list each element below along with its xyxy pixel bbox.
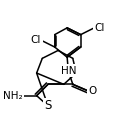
Text: Cl: Cl (94, 23, 105, 33)
Text: NH₂: NH₂ (3, 91, 23, 101)
Text: S: S (44, 99, 52, 112)
Text: O: O (89, 86, 97, 96)
Text: Cl: Cl (31, 35, 41, 45)
Text: HN: HN (61, 66, 76, 76)
